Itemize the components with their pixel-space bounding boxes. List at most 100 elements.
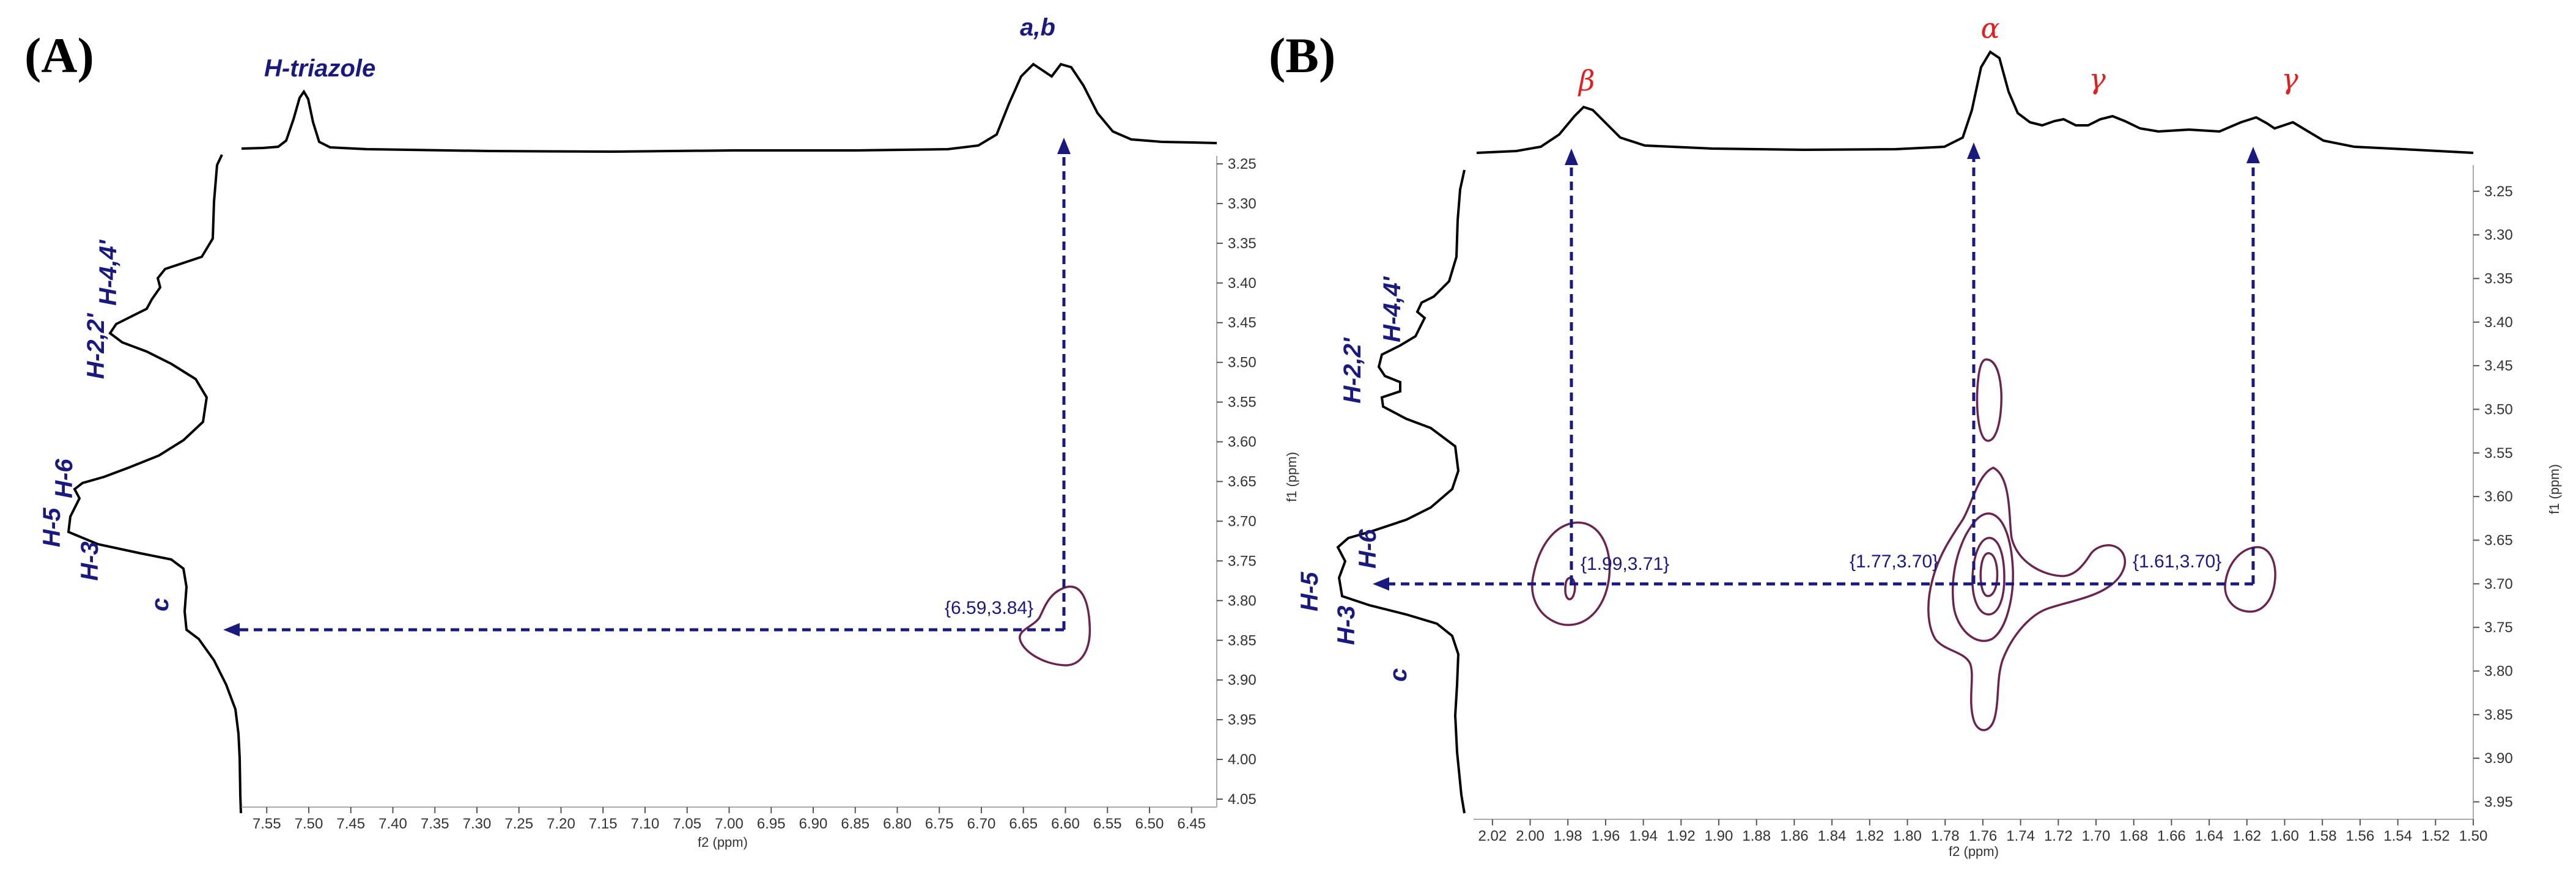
panel-a-ylabel: f1 (ppm) [1284, 452, 1299, 502]
panel-b-x-tick-label: 1.68 [2119, 828, 2148, 844]
panel-b-label-beta: β [1578, 64, 1595, 97]
panel-a-label-h22: H-2,2' [83, 312, 109, 379]
panel-b-left-trace [1336, 169, 1466, 814]
panel-a-label-h6: H-6 [51, 459, 78, 498]
panel-a-horizontal-arrowhead [223, 623, 240, 636]
panel-b-x-tick-label: 1.94 [1629, 828, 1658, 844]
panel-b-top-trace [1476, 50, 2474, 154]
panel-a-x-tick-label: 7.15 [589, 816, 618, 832]
panel-b-x-tick-label: 1.98 [1554, 828, 1582, 844]
panel-b-x-ticks: 2.02 2.00 1.98 1.96 1.94 1.92 1.90 1.88 1.86 1.84… [1478, 819, 2487, 844]
panel-a-y-tick-label: 3.50 [1228, 355, 1257, 371]
panel-a-crosspeak-label: {6.59,3.84} [945, 598, 1033, 618]
panel-b-x-tick-label: 1.96 [1592, 828, 1620, 844]
panel-a-x-tick-label: 6.70 [967, 816, 996, 832]
panel-a-x-tick-label: 6.75 [925, 816, 954, 832]
panel-a-label-c: c [147, 598, 174, 611]
panel-b-x-tick-label: 1.74 [2006, 828, 2035, 844]
panel-a-x-tick-label: 7.10 [631, 816, 660, 832]
panel-a-y-tick-label: 3.85 [1228, 632, 1257, 649]
panel-a-x-tick-label: 6.60 [1051, 816, 1080, 832]
panel-b-y-tick-label: 3.55 [2484, 445, 2513, 462]
panel-a-top-trace [241, 62, 1217, 153]
panel-a-x-tick-label: 7.20 [547, 816, 575, 832]
panel-b-x-tick-label: 1.64 [2195, 828, 2224, 844]
panel-b-crosspeak-label-gamma: {1.61,3.70} [2133, 552, 2221, 572]
panel-a-x-tick-label: 6.45 [1177, 816, 1206, 832]
panel-b-y-tick-label: 3.50 [2484, 401, 2513, 418]
panel-b-contour-beta-outer [1531, 522, 1611, 626]
panel-b-crosspeak-label-beta: {1.99,3.71} [1581, 554, 1669, 574]
panel-b-y-tick-label: 3.95 [2484, 794, 2513, 810]
panel-a-y-tick-label: 3.30 [1228, 196, 1257, 212]
panel-b-arrowhead-alpha [1967, 142, 1980, 159]
panel-b-y-tick-label: 3.85 [2484, 707, 2513, 723]
panel-a-label-h44: H-4,4' [95, 239, 122, 306]
panel-a-y-tick-label: 3.80 [1228, 592, 1257, 609]
panel-b-y-tick-label: 3.80 [2484, 663, 2513, 679]
panel-b-arrowhead-beta [1565, 149, 1578, 165]
panel-b-x-tick-label: 2.02 [1478, 828, 1507, 844]
panel-a-x-tick-label: 6.95 [757, 816, 786, 832]
panel-b-contour-alpha-mid [1951, 512, 2014, 642]
panel-a-y-tick-label: 3.70 [1228, 513, 1257, 529]
panel-b-arrowhead-gamma [2246, 147, 2260, 163]
panel-a-y-tick-label: 3.55 [1228, 394, 1257, 411]
panel-b-y-tick-label: 3.40 [2484, 314, 2513, 331]
panel-b-y-tick-label: 3.70 [2484, 576, 2513, 592]
panel-a-x-tick-label: 7.00 [715, 816, 744, 832]
panel-b-x-tick-label: 1.56 [2346, 828, 2375, 844]
panel-b-label-h6: H-6 [1354, 529, 1381, 569]
panel-b-crosspeak-label-alpha: {1.77,3.70} [1850, 552, 1938, 572]
panel-a-y-tick-label: 3.35 [1228, 235, 1257, 252]
panel-b-contour-alpha-core [1979, 552, 1999, 597]
panel-b-x-tick-label: 1.52 [2421, 828, 2450, 844]
panel-b-contour-alpha-inner [1971, 537, 2006, 616]
panel-a-label-h3: H-3 [76, 542, 103, 581]
panel-b-xlabel: f2 (ppm) [1949, 844, 1999, 859]
panel-a-label-h-triazole: H-triazole [264, 55, 375, 82]
panel-b-x-tick-label: 1.84 [1818, 828, 1847, 844]
panel-a-y-tick-label: 3.40 [1228, 275, 1257, 292]
panel-b-x-tick-label: 1.80 [1893, 828, 1922, 844]
panel-b-y-tick-label: 3.90 [2484, 750, 2513, 767]
panel-a-y-tick-label: 3.65 [1228, 474, 1257, 490]
panel-a-x-tick-label: 7.25 [504, 816, 533, 832]
panel-a-y-tick-label: 3.90 [1228, 672, 1257, 688]
panel-a-y-tick-label: 3.45 [1228, 315, 1257, 331]
panel-b-y-tick-label: 3.60 [2484, 489, 2513, 505]
panel-b-contours [1531, 358, 2276, 731]
panel-b-x-tick-label: 1.76 [1969, 828, 1998, 844]
panel-b-x-tick-label: 1.72 [2044, 828, 2073, 844]
panel-b-x-tick-label: 1.54 [2383, 828, 2412, 844]
panel-b-x-tick-label: 1.92 [1667, 828, 1696, 844]
panel-b-x-tick-label: 1.90 [1705, 828, 1733, 844]
panel-a-contour [1019, 585, 1091, 666]
panel-a-vertical-arrowhead [1057, 138, 1071, 154]
panel-a-xlabel: f2 (ppm) [698, 835, 748, 850]
panel-a-arrows [223, 138, 1071, 636]
panel-b-label-h22: H-2,2' [1339, 337, 1366, 404]
panel-b-contour-alpha-upper [1976, 358, 2002, 442]
panel-a-x-tick-label: 6.90 [799, 816, 828, 832]
panel-a-x-tick-label: 7.55 [253, 816, 281, 832]
panel-b-x-tick-label: 1.88 [1742, 828, 1771, 844]
panel-a-y-tick-label: 3.75 [1228, 553, 1257, 569]
panel-b-label-h5: H-5 [1296, 572, 1323, 611]
panel-a-x-tick-label: 7.05 [673, 816, 701, 832]
panel-b-y-tick-label: 3.65 [2484, 532, 2513, 548]
panel-a-label-ab: a,b [1020, 14, 1055, 41]
panel-b-label-c: c [1385, 668, 1412, 682]
panel-a-x-ticks: 7.55 7.50 7.45 7.40 7.35 7.30 7.25 7.20 7.15 7.10… [253, 807, 1206, 832]
panel-b-y-tick-label: 3.75 [2484, 619, 2513, 636]
panel-b-label-h3: H-3 [1333, 606, 1360, 645]
panel-b-x-tick-label: 1.66 [2157, 828, 2186, 844]
panel-b-y-tick-label: 3.35 [2484, 270, 2513, 287]
panel-a-y-ticks: 3.25 3.30 3.35 3.40 3.45 3.50 3.55 3.60 3.65 3.70… [1217, 156, 1257, 808]
panel-a-left-trace [67, 154, 242, 814]
panel-a-y-tick-label: 3.60 [1228, 434, 1257, 451]
panel-a-y-tick-label: 4.05 [1228, 791, 1257, 808]
panel-a-x-tick-label: 6.85 [841, 816, 869, 832]
panel-a-y-tick-label: 3.95 [1228, 712, 1257, 728]
